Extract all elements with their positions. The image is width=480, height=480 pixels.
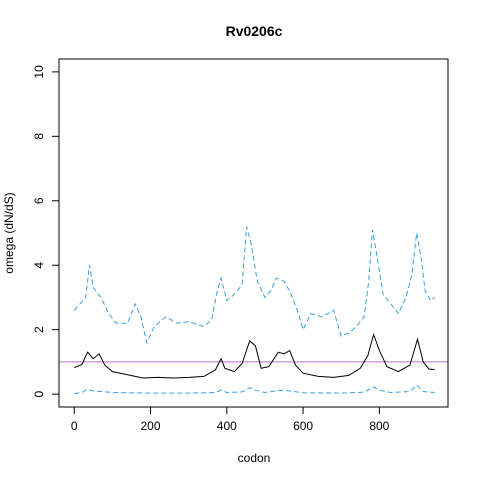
- chart-title: Rv0206c: [226, 23, 283, 39]
- data-layer: [59, 226, 448, 394]
- y-tick-label: 10: [32, 65, 46, 79]
- series-line-3: [74, 384, 435, 394]
- y-tick-label: 6: [32, 197, 46, 204]
- x-tick-label: 400: [217, 419, 237, 433]
- x-axis-label: codon: [238, 451, 271, 465]
- x-axis: 0 200 400 600 800: [71, 406, 390, 433]
- plot-area: [58, 58, 449, 408]
- y-tick-label: 4: [32, 262, 46, 269]
- y-tick-label: 0: [32, 390, 46, 397]
- series-layer: [73, 226, 436, 394]
- series-line-1: [74, 332, 435, 379]
- x-tick-label: 200: [141, 419, 161, 433]
- y-tick-label: 8: [32, 133, 46, 140]
- x-tick-label: 800: [369, 419, 389, 433]
- series-line-2: [73, 226, 436, 345]
- y-axis-label: omega (dN/dS): [2, 192, 16, 273]
- y-tick-label: 2: [32, 326, 46, 333]
- x-tick-label: 600: [293, 419, 313, 433]
- y-axis: 0 2 4 6 8 10: [32, 65, 60, 397]
- x-tick-label: 0: [71, 419, 78, 433]
